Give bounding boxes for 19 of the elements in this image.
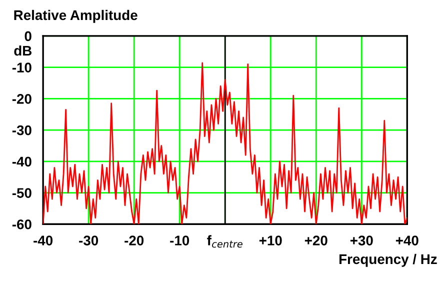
x-axis-title: Frequency / Hz — [339, 254, 437, 267]
x-tick-label: f$_{centre}$ — [207, 235, 242, 248]
x-tick-label: +20 — [304, 236, 328, 246]
y-tick-label: -50 — [12, 188, 32, 198]
x-tick-label: -30 — [79, 236, 98, 246]
y-tick-label: 0 — [24, 31, 32, 42]
y-tick-label: -60 — [12, 219, 32, 230]
x-tick-label: +40 — [396, 236, 418, 246]
chart-title: Relative Amplitude — [14, 10, 138, 23]
x-tick-label: +30 — [350, 236, 373, 246]
y-tick-label: -30 — [12, 125, 32, 136]
y-tick-label: -10 — [12, 62, 32, 72]
x-tick-label: -40 — [34, 236, 53, 246]
y-tick-label: -40 — [12, 156, 32, 167]
y-axis-title: dB — [14, 45, 32, 56]
y-tick-label: -20 — [12, 94, 32, 104]
x-tick-label: +10 — [259, 236, 282, 246]
x-tick-label: -20 — [124, 236, 144, 246]
x-tick-label: -10 — [170, 236, 190, 246]
